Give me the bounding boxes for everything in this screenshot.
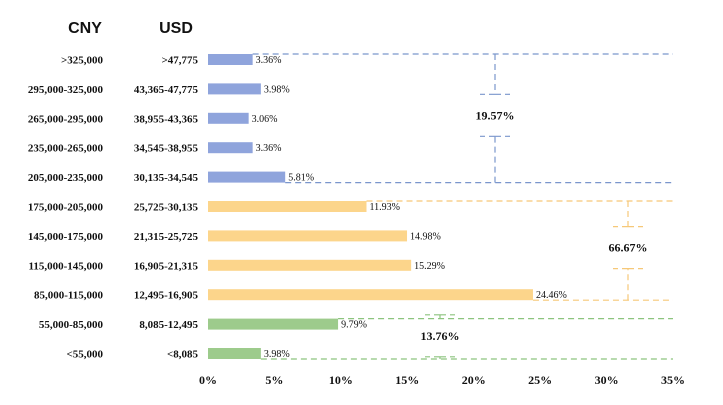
- x-tick-label: 15%: [395, 373, 419, 387]
- group-total-label: 13.76%: [421, 329, 460, 343]
- bar: [208, 171, 286, 183]
- bar: [208, 348, 261, 359]
- category-label-cny: 205,000-235,000: [28, 172, 104, 184]
- category-label-cny: 235,000-265,000: [28, 143, 104, 155]
- category-label-usd: 38,955-43,365: [134, 113, 199, 125]
- category-labels-layer: >325,000 295,000-325,000 265,000-295,000 23…: [28, 55, 199, 361]
- usd-column-header: USD: [159, 20, 193, 37]
- category-label-usd: 21,315-25,725: [134, 231, 199, 243]
- category-label-cny: <55,000: [66, 349, 103, 361]
- category-label-cny: 115,000-145,000: [28, 260, 103, 272]
- bar: [208, 54, 253, 65]
- x-tick-label: 5%: [265, 373, 283, 387]
- cny-column-header: CNY: [68, 20, 102, 37]
- bars-layer: 3.36% 3.98% 3.06% 3.36% 5.81% 11.93% 14.98% 15.…: [208, 54, 567, 360]
- category-label-usd: 16,905-21,315: [134, 260, 199, 272]
- bar-value-label: 9.79%: [341, 320, 367, 331]
- bar: [208, 318, 339, 330]
- bar: [208, 201, 367, 212]
- bar-value-label: 3.06%: [252, 114, 278, 125]
- category-label-usd: 25,725-30,135: [134, 202, 199, 214]
- bar-value-label: 24.46%: [536, 290, 567, 301]
- bar-value-label: 3.36%: [256, 55, 282, 66]
- x-tick-label: 25%: [528, 373, 552, 387]
- bar-value-label: 3.98%: [264, 84, 290, 95]
- category-label-cny: 145,000-175,000: [28, 231, 104, 243]
- x-tick-label: 35%: [661, 373, 685, 387]
- category-label-usd: <8,085: [167, 349, 199, 361]
- bar-value-label: 5.81%: [288, 173, 314, 184]
- bar-value-label: 3.98%: [264, 349, 290, 360]
- bar-value-label: 14.98%: [410, 231, 441, 242]
- group-total-label: 19.57%: [476, 108, 515, 122]
- category-label-cny: 55,000-85,000: [39, 319, 104, 331]
- category-label-usd: 30,135-34,545: [134, 172, 199, 184]
- bar: [208, 112, 249, 124]
- category-label-usd: 43,365-47,775: [134, 84, 199, 96]
- x-tick-label: 20%: [462, 373, 486, 387]
- category-label-usd: 12,495-16,905: [134, 290, 199, 302]
- bar-value-label: 3.36%: [256, 143, 282, 154]
- category-label-cny: >325,000: [61, 55, 104, 67]
- bar: [208, 83, 261, 95]
- bar: [208, 259, 412, 271]
- x-axis-ticks-layer: 0% 5% 10% 15% 20% 25% 30% 35%: [199, 373, 685, 387]
- bar: [208, 230, 408, 242]
- category-label-cny: 175,000-205,000: [28, 202, 104, 214]
- category-label-usd: >47,775: [161, 55, 198, 67]
- bar: [208, 289, 533, 301]
- category-label-usd: 8,085-12,495: [139, 319, 198, 331]
- bar-value-label: 11.93%: [369, 202, 399, 213]
- x-tick-label: 30%: [595, 373, 619, 387]
- group-brackets-layer: 19.57% 66.67% 13.76%: [252, 53, 673, 360]
- category-label-cny: 295,000-325,000: [28, 84, 104, 96]
- bar: [208, 142, 253, 154]
- group-total-label: 66.67%: [609, 241, 648, 255]
- x-tick-label: 0%: [199, 373, 217, 387]
- bar-value-label: 15.29%: [414, 261, 445, 272]
- category-label-usd: 34,545-38,955: [134, 143, 199, 155]
- category-label-cny: 85,000-115,000: [34, 290, 104, 302]
- category-label-cny: 265,000-295,000: [28, 113, 104, 125]
- x-tick-label: 10%: [329, 373, 353, 387]
